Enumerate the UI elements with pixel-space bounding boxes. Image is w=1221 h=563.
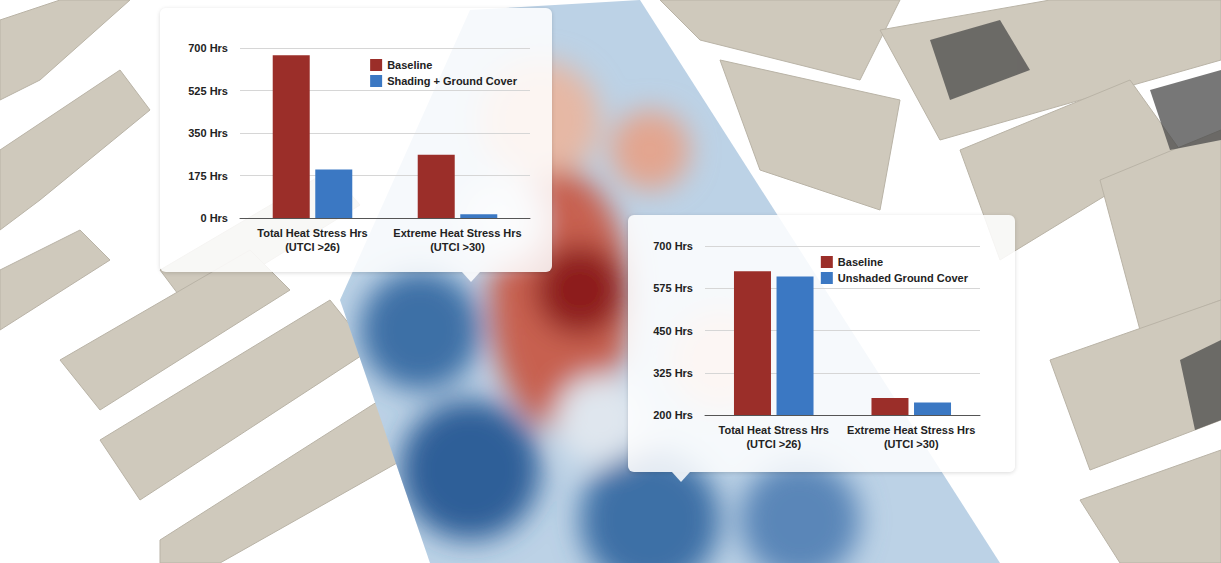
svg-text:200 Hrs: 200 Hrs (653, 409, 693, 421)
svg-text:Total Heat Stress Hrs: Total Heat Stress Hrs (257, 227, 367, 239)
svg-text:Shading + Ground Cover: Shading + Ground Cover (387, 75, 518, 87)
svg-text:700 Hrs: 700 Hrs (188, 42, 228, 54)
svg-text:(UTCI >26): (UTCI >26) (285, 241, 340, 253)
svg-text:325 Hrs: 325 Hrs (653, 367, 693, 379)
svg-text:175 Hrs: 175 Hrs (188, 170, 228, 182)
svg-text:450 Hrs: 450 Hrs (653, 325, 693, 337)
svg-text:Unshaded Ground Cover: Unshaded Ground Cover (838, 272, 969, 284)
svg-text:Baseline: Baseline (387, 59, 432, 71)
svg-text:575 Hrs: 575 Hrs (653, 282, 693, 294)
svg-text:Baseline: Baseline (838, 256, 883, 268)
svg-text:700 Hrs: 700 Hrs (653, 240, 693, 252)
svg-text:Extreme Heat Stress Hrs: Extreme Heat Stress Hrs (847, 424, 975, 436)
svg-text:(UTCI >30): (UTCI >30) (430, 241, 485, 253)
svg-text:(UTCI >30): (UTCI >30) (884, 438, 939, 450)
svg-text:525 Hrs: 525 Hrs (188, 85, 228, 97)
svg-text:(UTCI >26): (UTCI >26) (746, 438, 801, 450)
svg-text:0 Hrs: 0 Hrs (200, 212, 228, 224)
svg-text:350 Hrs: 350 Hrs (188, 127, 228, 139)
svg-text:Extreme Heat Stress Hrs: Extreme Heat Stress Hrs (393, 227, 521, 239)
svg-text:Total Heat Stress Hrs: Total Heat Stress Hrs (719, 424, 829, 436)
